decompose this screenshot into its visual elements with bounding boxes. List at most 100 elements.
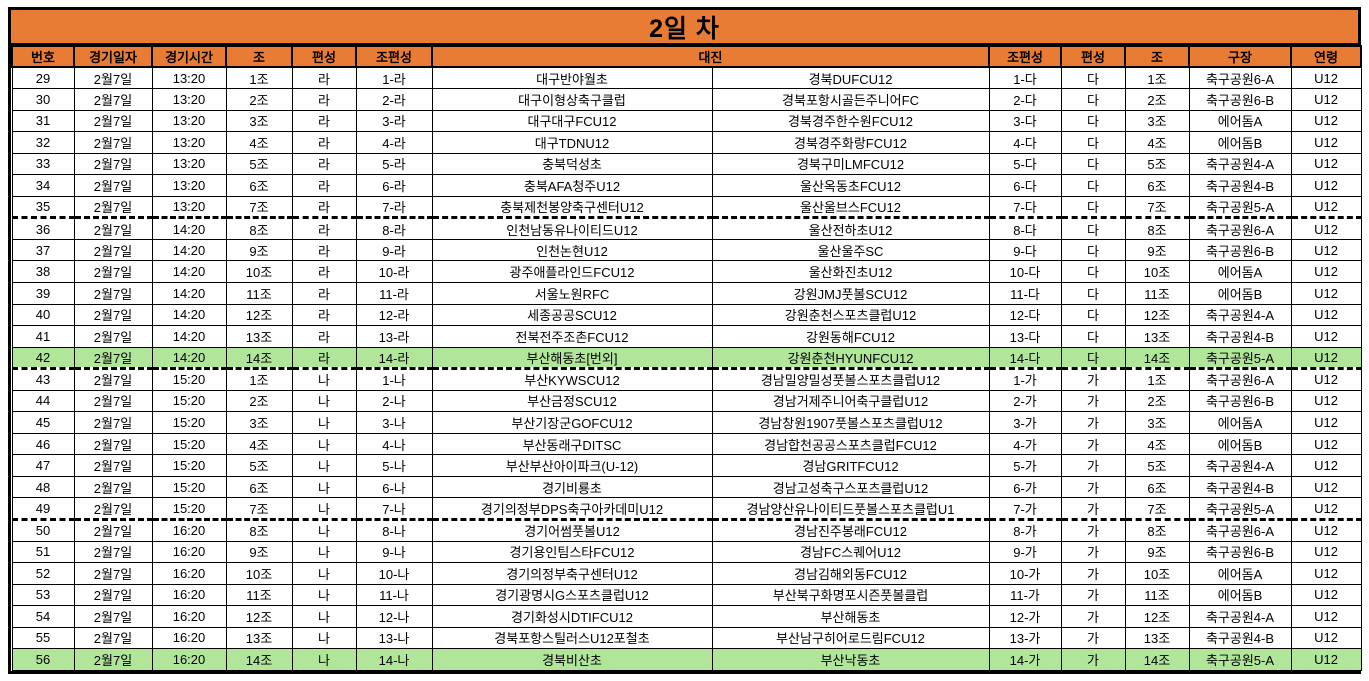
- match-time: 13:20: [151, 195, 227, 220]
- away-team: 울산울브스FCU12: [711, 195, 990, 220]
- match-time: 15:20: [151, 368, 227, 391]
- match-time: 14:20: [151, 303, 227, 327]
- home-team: 부산동래구DITSC: [431, 432, 713, 456]
- age-category: U12: [1290, 325, 1362, 348]
- age-category: U12: [1290, 174, 1362, 197]
- match-row: 29 2월7일 13:20 1조 라 1-라 대구반야월초 경북DUFCU12 1-다 다 1조 축구…: [11, 66, 1362, 90]
- group-left: 13조: [225, 626, 293, 650]
- venue: 축구공원4-B: [1188, 325, 1292, 348]
- match-number: 34: [11, 174, 75, 197]
- away-team: 경남김해외동FCU12: [711, 562, 990, 585]
- away-team: 부산낙동초: [711, 648, 990, 671]
- match-number: 54: [11, 605, 75, 628]
- division-right: 가: [1060, 368, 1126, 391]
- match-time: 15:20: [151, 475, 227, 499]
- venue: 축구공원4-A: [1188, 454, 1292, 477]
- group-division-left: 11-나: [355, 583, 433, 607]
- away-team: 경남합천공공스포츠클럽FCU12: [711, 432, 990, 456]
- group-right: 3조: [1124, 109, 1190, 133]
- group-right: 5조: [1124, 152, 1190, 176]
- match-number: 32: [11, 131, 75, 154]
- division-right: 다: [1060, 238, 1126, 262]
- group-left: 10조: [225, 260, 293, 283]
- group-right: 2조: [1124, 389, 1190, 413]
- group-left: 5조: [225, 152, 293, 176]
- match-row: 47 2월7일 15:20 5조 나 5-나 부산부산아이파크(U-12) 경남GRITFCU…: [11, 454, 1362, 477]
- match-time: 16:20: [151, 562, 227, 585]
- group-left: 6조: [225, 174, 293, 197]
- group-division-right: 2-가: [988, 389, 1062, 413]
- home-team: 경북포항스틸러스U12포철초: [431, 626, 713, 650]
- match-date: 2월7일: [73, 626, 153, 650]
- venue: 축구공원4-A: [1188, 303, 1292, 327]
- division-left: 나: [291, 389, 357, 413]
- match-row: 34 2월7일 13:20 6조 라 6-라 충북AFA청주U12 울산옥동초FCU12 6-다…: [11, 174, 1362, 197]
- group-left: 1조: [225, 66, 293, 90]
- away-team: 울산전하초U12: [711, 217, 990, 240]
- group-division-right: 11-가: [988, 583, 1062, 607]
- division-left: 나: [291, 368, 357, 391]
- match-date: 2월7일: [73, 605, 153, 628]
- match-date: 2월7일: [73, 260, 153, 283]
- group-division-left: 11-라: [355, 281, 433, 305]
- home-team: 인천논현U12: [431, 238, 713, 262]
- match-number: 31: [11, 109, 75, 133]
- group-division-left: 13-나: [355, 626, 433, 650]
- home-team: 경기어썸풋볼U12: [431, 518, 713, 542]
- match-number: 46: [11, 432, 75, 456]
- group-right: 8조: [1124, 217, 1190, 240]
- match-row: 30 2월7일 13:20 2조 라 2-라 대구이형상축구클럽 경북포항시골든주니어FC 2-…: [11, 88, 1362, 111]
- group-right: 13조: [1124, 626, 1190, 650]
- division-left: 라: [291, 325, 357, 348]
- group-left: 11조: [225, 281, 293, 305]
- group-division-left: 3-나: [355, 411, 433, 434]
- group-left: 12조: [225, 605, 293, 628]
- away-team: 경남FC스퀘어U12: [711, 540, 990, 564]
- match-date: 2월7일: [73, 518, 153, 542]
- group-right: 13조: [1124, 325, 1190, 348]
- match-number: 49: [11, 497, 75, 521]
- division-left: 라: [291, 131, 357, 154]
- match-date: 2월7일: [73, 281, 153, 305]
- division-right: 가: [1060, 562, 1126, 585]
- division-right: 가: [1060, 475, 1126, 499]
- match-date: 2월7일: [73, 432, 153, 456]
- group-right: 6조: [1124, 475, 1190, 499]
- group-left: 13조: [225, 325, 293, 348]
- match-number: 36: [11, 217, 75, 240]
- group-right: 4조: [1124, 131, 1190, 154]
- away-team: 부산해동초: [711, 605, 990, 628]
- division-right: 가: [1060, 454, 1126, 477]
- group-division-right: 2-다: [988, 88, 1062, 111]
- col-header-venue: 구장: [1188, 45, 1293, 68]
- division-left: 라: [291, 66, 357, 90]
- division-right: 다: [1060, 281, 1126, 305]
- division-left: 나: [291, 411, 357, 434]
- group-left: 10조: [225, 562, 293, 585]
- match-date: 2월7일: [73, 217, 153, 240]
- division-right: 다: [1060, 325, 1126, 348]
- group-division-left: 12-나: [355, 605, 433, 628]
- group-right: 4조: [1124, 432, 1190, 456]
- division-right: 다: [1060, 88, 1126, 111]
- home-team: 서울노원RFC: [431, 281, 713, 305]
- match-date: 2월7일: [73, 368, 153, 391]
- match-row: 55 2월7일 16:20 13조 나 13-나 경북포항스틸러스U12포철초 부산남구히어로…: [11, 626, 1362, 650]
- group-left: 4조: [225, 131, 293, 154]
- division-left: 라: [291, 281, 357, 305]
- match-number: 55: [11, 626, 75, 650]
- group-right: 11조: [1124, 281, 1190, 305]
- away-team: 경북경주한수원FCU12: [711, 109, 990, 133]
- group-division-left: 1-라: [355, 66, 433, 90]
- match-row: 51 2월7일 16:20 9조 나 9-나 경기용인팀스타FCU12 경남FC스퀘어U12 9…: [11, 540, 1362, 564]
- match-time: 13:20: [151, 131, 227, 154]
- match-row: 43 2월7일 15:20 1조 나 1-나 부산KYWSCU12 경남밀양밀성풋볼스포츠클럽…: [11, 368, 1362, 391]
- venue: 축구공원6-B: [1188, 540, 1292, 564]
- venue: 에어돔A: [1188, 411, 1292, 434]
- group-division-right: 8-가: [988, 518, 1062, 542]
- away-team: 울산울주SC: [711, 238, 990, 262]
- match-time: 13:20: [151, 66, 227, 90]
- match-number: 41: [11, 325, 75, 348]
- col-header-matchup: 대진: [430, 45, 991, 68]
- match-row: 33 2월7일 13:20 5조 라 5-라 충북덕성초 경북구미LMFCU12 5-다 다 5조 축…: [11, 152, 1362, 176]
